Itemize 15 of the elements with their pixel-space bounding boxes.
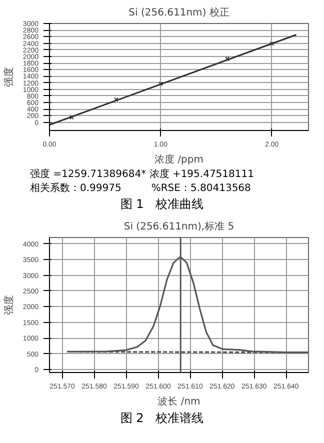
caption: 图 1 校准曲线: [120, 196, 204, 213]
text: 相关系数：0.99975 %RSE：5.80413568: [30, 182, 251, 196]
x-axis-title: 波长 /nm: [158, 396, 200, 408]
point: [270, 41, 274, 46]
text: 强度 =1259.71389684* 浓度 +195.47518111: [30, 168, 254, 182]
point: [69, 115, 74, 120]
point: [114, 97, 118, 102]
y-axis-title: 强度: [2, 295, 15, 315]
y-axis-title: 强度: [2, 67, 15, 87]
chart-title: Si (256.611nm),标准 5: [124, 220, 234, 232]
chart-title: Si (256.611nm) 校正: [128, 6, 230, 18]
point: [158, 81, 163, 86]
caption: 图 2 校准谱线: [120, 410, 204, 427]
x-axis-title: 浓度 /ppm: [154, 154, 204, 166]
point: [225, 56, 230, 61]
